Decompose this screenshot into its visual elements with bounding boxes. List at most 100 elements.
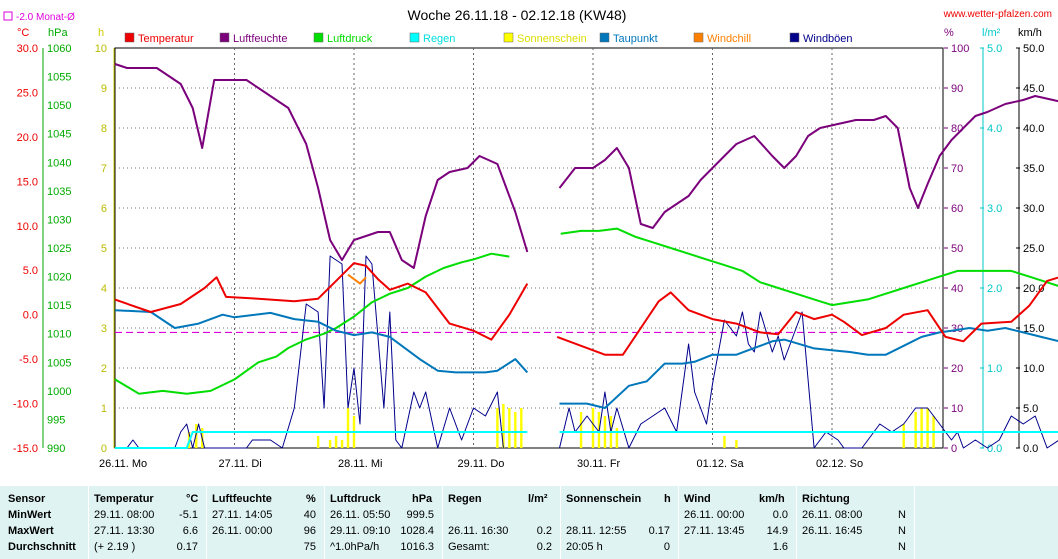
wind-tick-label: 25.0 [1023, 243, 1044, 255]
pressure-tick-label: 1060 [47, 43, 71, 55]
humidity-tick-label: 90 [951, 83, 963, 95]
stats-dir-value: N [898, 509, 906, 521]
sunshine-bar [340, 440, 344, 448]
wind-tick-label: 5.0 [1023, 403, 1038, 415]
right-axes: 10090807060504030201005.04.03.02.01.00.0… [944, 43, 1044, 455]
humidity-tick-label: 10 [951, 403, 963, 415]
legend-label: Windchill [707, 33, 751, 45]
rain-tick-label: 2.0 [987, 283, 1002, 295]
sunshine-bar [735, 440, 738, 448]
stats-divider [442, 486, 443, 559]
stats-sun-value: 0 [663, 541, 670, 553]
pressure-tick-label: 1030 [47, 214, 71, 226]
sunshine-bar [723, 436, 726, 448]
wind-tick-label: 40.0 [1023, 123, 1044, 135]
humidity-tick-label: 100 [951, 43, 969, 55]
stats-sun-value: 0.17 [648, 525, 670, 537]
stats-press-time: 29.11. 09:10 [330, 525, 391, 537]
sunshine-tick-label: 7 [101, 163, 107, 175]
wind-tick-label: 50.0 [1023, 43, 1044, 55]
pressure-tick-label: 1055 [47, 72, 71, 84]
pressure-tick-label: 1025 [47, 243, 71, 255]
month-avg-label: -2.0 Monat-Ø [16, 12, 75, 23]
sunshine-tick-label: 5 [101, 243, 107, 255]
luftdruck-line [114, 227, 1058, 395]
plot-border [114, 47, 944, 449]
day-label: 01.12. Sa [697, 458, 745, 470]
temp-axis-unit: °C [17, 27, 29, 39]
wind-axis-unit: km/h [1018, 27, 1042, 39]
legend-swatch [693, 32, 704, 43]
chart-grid [114, 47, 944, 449]
stats-header-direction: Richtung [802, 493, 850, 505]
stats-hum-time: 27.11. 14:05 [212, 509, 273, 521]
stats-header-pressure-unit: hPa [412, 493, 433, 505]
stats-temp-value: 6.6 [182, 525, 198, 537]
humidity-tick-label: 70 [951, 163, 963, 175]
sunshine-tick-label: 0 [101, 443, 107, 455]
pressure-tick-label: 1050 [47, 100, 71, 112]
weather-chart: Woche 26.11.18 - 02.12.18 (KW48) www.wet… [3, 7, 1058, 470]
stats-rain-time: Gesamt: [448, 541, 490, 553]
stats-divider [914, 486, 915, 559]
stats-dir-time: 26.11. 08:00 [802, 509, 863, 521]
pressure-tick-label: 1020 [47, 272, 71, 284]
temp-tick-label: 25.0 [17, 87, 38, 99]
legend-label: Luftdruck [327, 33, 373, 45]
rain-axis-unit: l/m² [982, 27, 1001, 39]
stats-temp-time: 29.11. 08:00 [94, 509, 155, 521]
stats-header-rain: Regen [448, 493, 482, 505]
wind-tick-label: 10.0 [1023, 363, 1044, 375]
stats-temp-value: -5.1 [179, 509, 198, 521]
sunshine-bar [914, 412, 917, 448]
sunshine-bar [902, 424, 905, 448]
x-axis-labels: 26.11. Mo 27.11. Di 28.11. Mi 29.11. Do 30.1… [99, 458, 863, 470]
left-axes: 30.0 25.0 20.0 15.0 10.0 5.0 0.0 -5.0 -10.0 -15.0… [13, 43, 115, 455]
pressure-tick-label: 1015 [47, 300, 71, 312]
legend-swatch [409, 32, 420, 43]
rain-tick-label: 5.0 [987, 43, 1002, 55]
wind-tick-label: 0.0 [1023, 443, 1038, 455]
pressure-axis-unit: hPa [48, 27, 68, 39]
sunshine-bar [520, 408, 523, 448]
stats-divider [560, 486, 561, 559]
temp-tick-label: 10.0 [17, 221, 38, 233]
stats-dir-value: N [898, 525, 906, 537]
stats-header-sunshine-unit: h [664, 493, 671, 505]
stats-divider [324, 486, 325, 559]
windchill-line [347, 273, 367, 285]
rain-tick-label: 3.0 [987, 203, 1002, 215]
stats-hum-value: 96 [303, 525, 316, 537]
stats-table: Sensor Temperatur °C Luftfeuchte % Luftd… [0, 486, 1058, 559]
stats-divider [796, 486, 797, 559]
stats-press-value: 1016.3 [400, 541, 434, 553]
stats-sun-time: 20:05 h [566, 541, 603, 553]
stats-header-rain-unit: l/m² [528, 493, 548, 505]
stats-header-temperature: Temperatur [94, 493, 154, 505]
stats-wind-time: 27.11. 13:45 [684, 525, 745, 537]
legend-swatch [219, 32, 230, 43]
stats-dir-time: 26.11. 16:45 [802, 525, 863, 537]
pressure-tick-label: 1045 [47, 129, 71, 141]
humidity-tick-label: 40 [951, 283, 963, 295]
stats-rain-value: 0.2 [536, 541, 552, 553]
legend-label: Regen [423, 33, 455, 45]
humidity-tick-label: 60 [951, 203, 963, 215]
plot-area [114, 63, 1058, 449]
stats-header-sunshine: Sonnenschein [566, 493, 642, 505]
day-label: 26.11. Mo [99, 458, 147, 470]
regen-line [115, 431, 1058, 449]
stats-header-pressure: Luftdruck [330, 493, 381, 505]
legend-swatch [124, 32, 135, 43]
stats-header-humidity: Luftfeuchte [212, 493, 272, 505]
stats-dir-value: N [898, 541, 906, 553]
pressure-tick-label: 1035 [47, 186, 71, 198]
stats-rain-value: 0.2 [536, 525, 552, 537]
wind-tick-label: 35.0 [1023, 163, 1044, 175]
temp-tick-label: 15.0 [17, 176, 38, 188]
stats-press-value: 1028.4 [400, 525, 434, 537]
sunshine-tick-label: 2 [101, 363, 107, 375]
legend-label: Temperatur [138, 33, 194, 45]
legend-swatch [313, 32, 324, 43]
temp-tick-label: -5.0 [19, 354, 38, 366]
